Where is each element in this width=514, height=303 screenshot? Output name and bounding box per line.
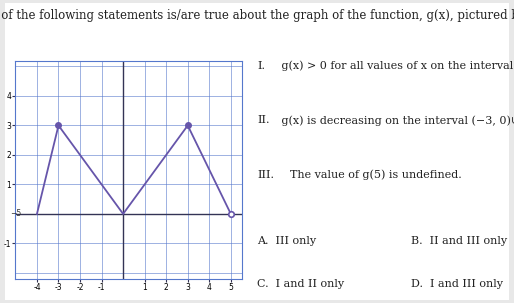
Text: I.: I. <box>257 61 265 71</box>
Text: B.  II and III only: B. II and III only <box>411 236 507 246</box>
Text: Which of the following statements is/are true about the graph of the function, g: Which of the following statements is/are… <box>0 9 514 22</box>
Text: II.: II. <box>257 115 269 125</box>
Text: C.  I and II only: C. I and II only <box>257 279 344 289</box>
Text: III.: III. <box>257 170 274 180</box>
Text: −5: −5 <box>10 209 21 218</box>
Text: The value of g(5) is undefined.: The value of g(5) is undefined. <box>283 170 462 180</box>
Text: g(x) > 0 for all values of x on the interval (−4, 4).: g(x) > 0 for all values of x on the inte… <box>278 61 514 71</box>
Text: A.  III only: A. III only <box>257 236 316 246</box>
Text: g(x) is decreasing on the interval (−3, 0)∪(3, 5).: g(x) is decreasing on the interval (−3, … <box>278 115 514 126</box>
Text: D.  I and III only: D. I and III only <box>411 279 503 289</box>
